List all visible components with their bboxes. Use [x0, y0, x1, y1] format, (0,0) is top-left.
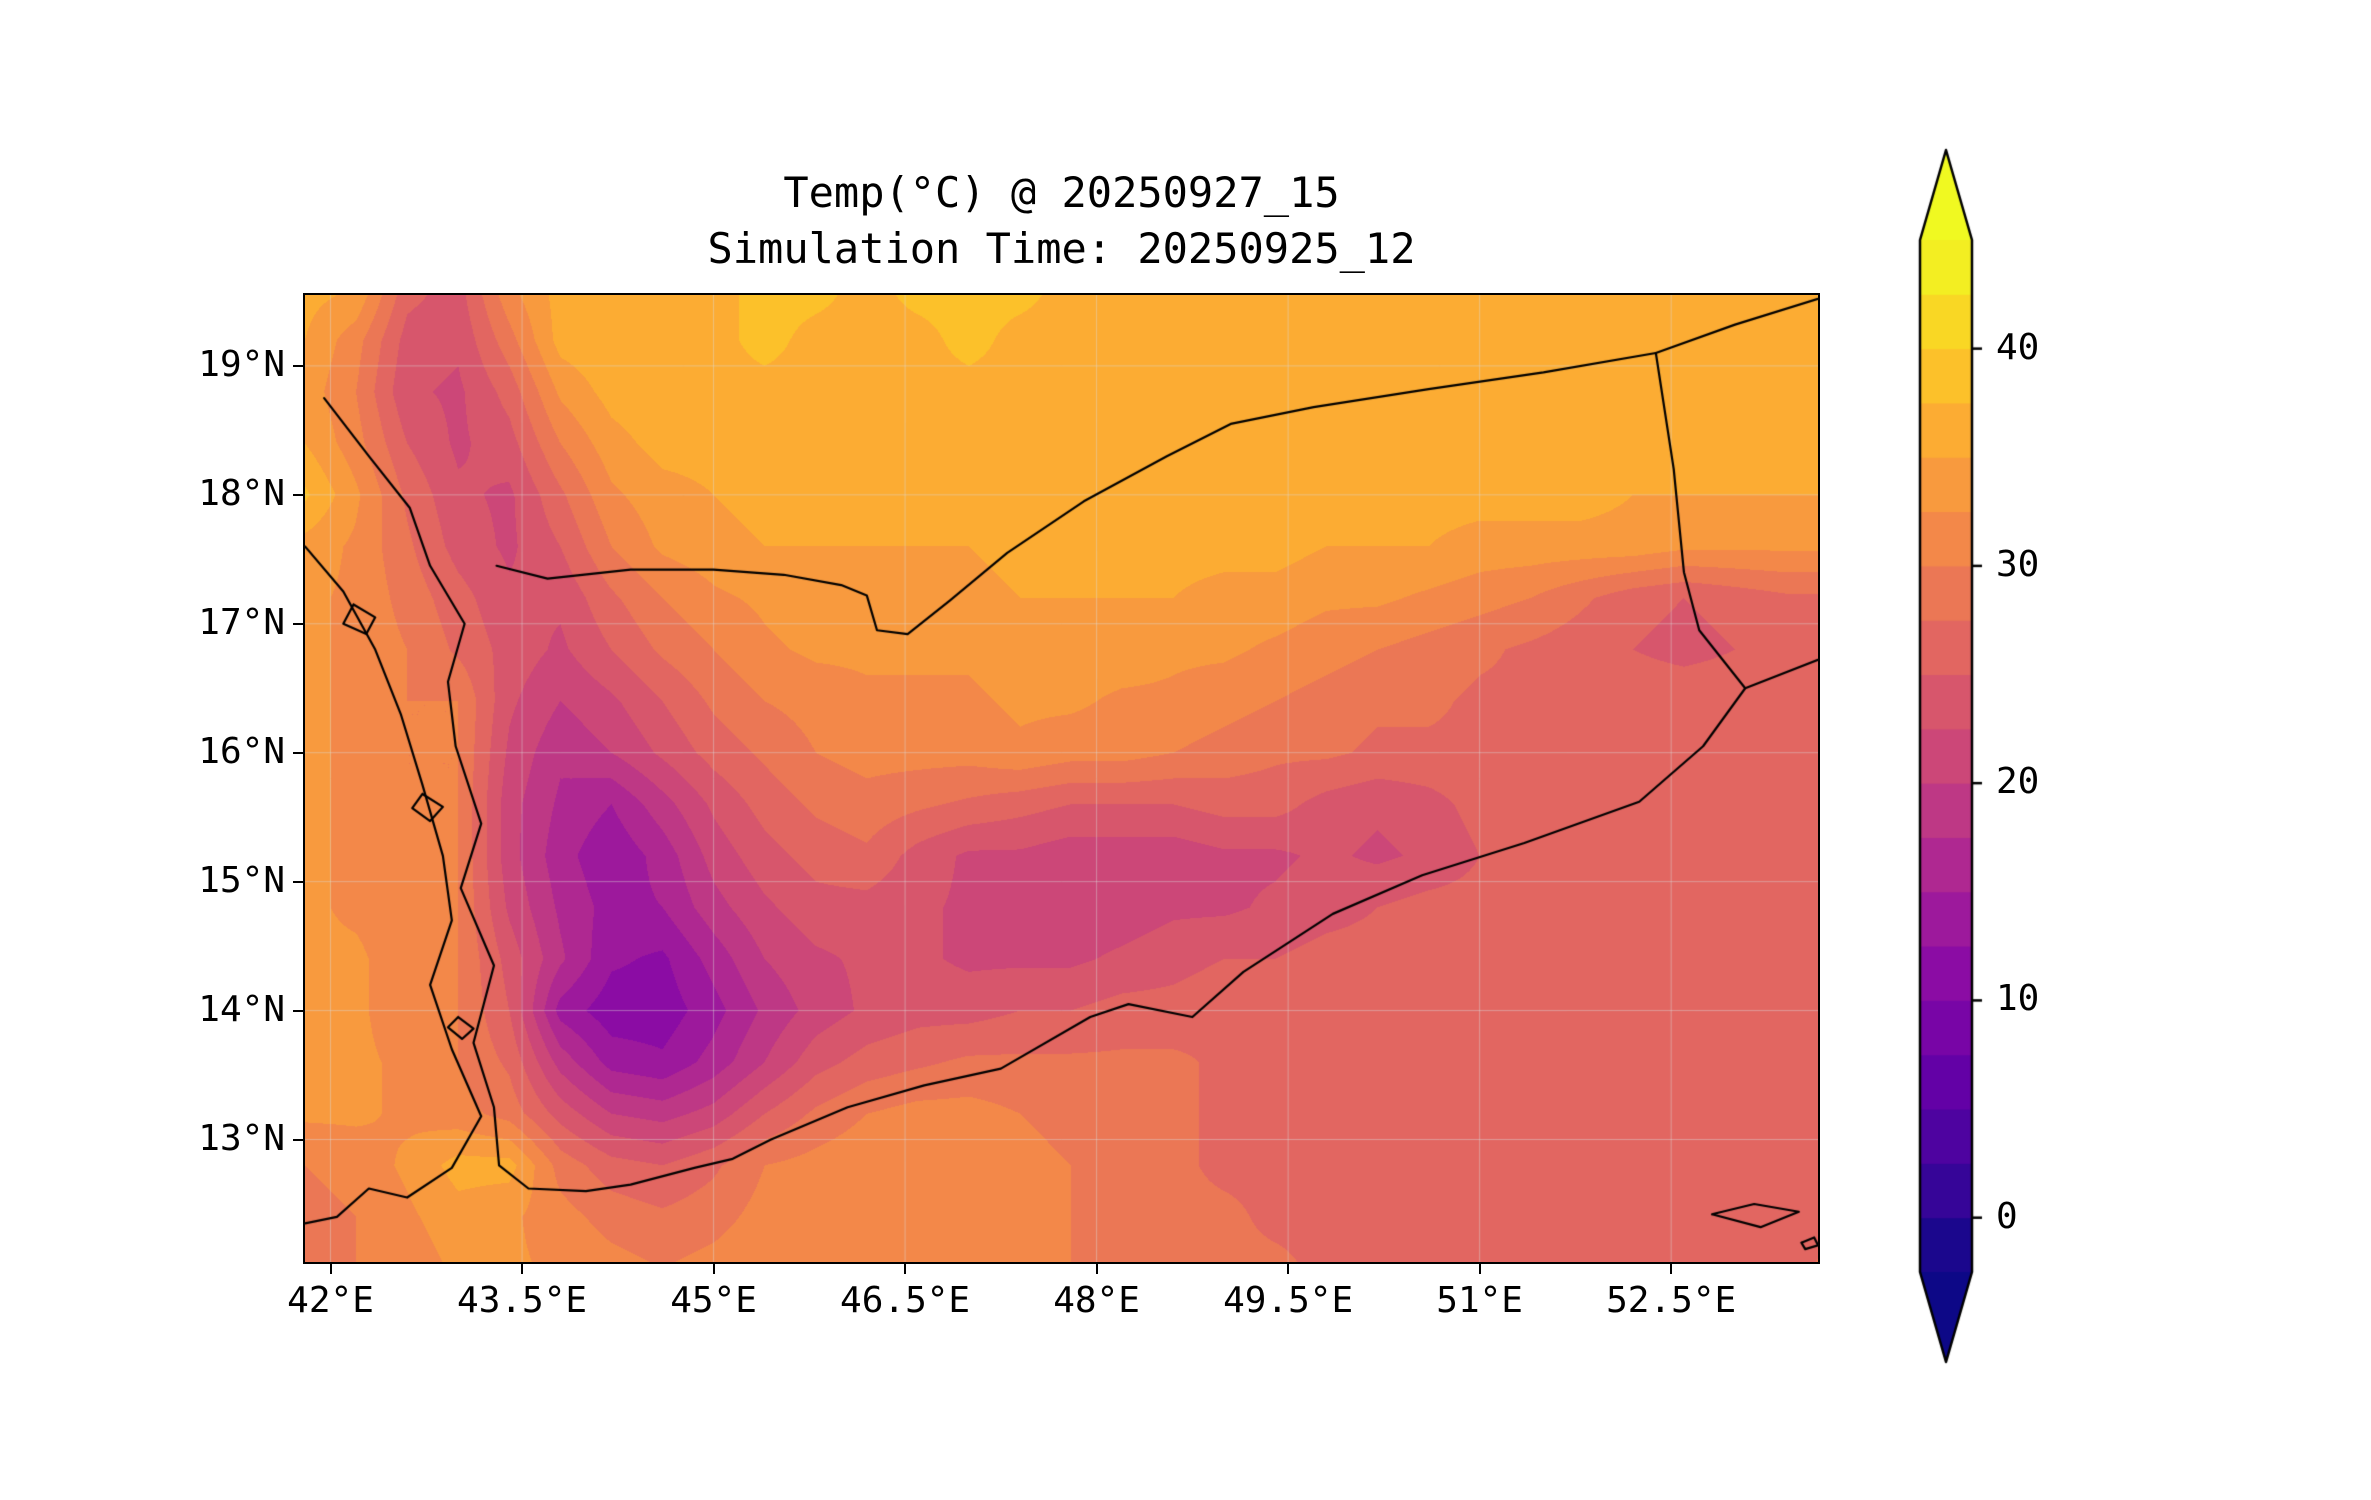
x-tick-label: 42°E — [287, 1280, 374, 1321]
colorbar-tick-label: 10 — [1996, 978, 2040, 1020]
y-tick-label: 14°N — [198, 988, 285, 1030]
x-tick-mark — [1478, 1264, 1481, 1274]
x-tick-label: 48°E — [1053, 1280, 1140, 1321]
map-plot-frame — [303, 293, 1820, 1264]
x-tick-mark — [329, 1264, 332, 1274]
x-tick-label: 51°E — [1436, 1280, 1523, 1321]
y-tick-mark — [293, 1009, 303, 1012]
colorbar-tick-label: 40 — [1996, 326, 2040, 368]
x-tick-label: 43.5°E — [457, 1280, 588, 1321]
y-tick-mark — [293, 880, 303, 883]
temperature-field-canvas — [305, 295, 1818, 1262]
x-tick-mark — [712, 1264, 715, 1274]
x-tick-mark — [521, 1264, 524, 1274]
colorbar-tick-label: 0 — [1996, 1195, 2018, 1237]
y-tick-mark — [293, 1138, 303, 1141]
x-tick-label: 49.5°E — [1223, 1280, 1354, 1321]
x-tick-mark — [1287, 1264, 1290, 1274]
colorbar-tick-label: 30 — [1996, 543, 2040, 585]
y-tick-label: 18°N — [198, 472, 285, 514]
colorbar-tick-label: 20 — [1996, 761, 2040, 803]
y-tick-label: 15°N — [198, 859, 285, 901]
y-tick-mark — [293, 622, 303, 625]
x-tick-label: 46.5°E — [840, 1280, 971, 1321]
plot-title-line1: Temp(°C) @ 20250927_15 — [783, 168, 1340, 217]
colorbar — [1880, 130, 2080, 1380]
y-tick-label: 16°N — [198, 730, 285, 772]
x-tick-label: 52.5°E — [1606, 1280, 1737, 1321]
y-tick-label: 13°N — [198, 1117, 285, 1159]
y-tick-label: 19°N — [198, 343, 285, 385]
y-tick-label: 17°N — [198, 601, 285, 643]
x-tick-mark — [1670, 1264, 1673, 1274]
x-tick-mark — [904, 1264, 907, 1274]
y-tick-mark — [293, 751, 303, 754]
y-tick-mark — [293, 364, 303, 367]
x-tick-label: 45°E — [670, 1280, 757, 1321]
y-tick-mark — [293, 493, 303, 496]
plot-title-line2: Simulation Time: 20250925_12 — [707, 224, 1416, 273]
x-tick-mark — [1095, 1264, 1098, 1274]
